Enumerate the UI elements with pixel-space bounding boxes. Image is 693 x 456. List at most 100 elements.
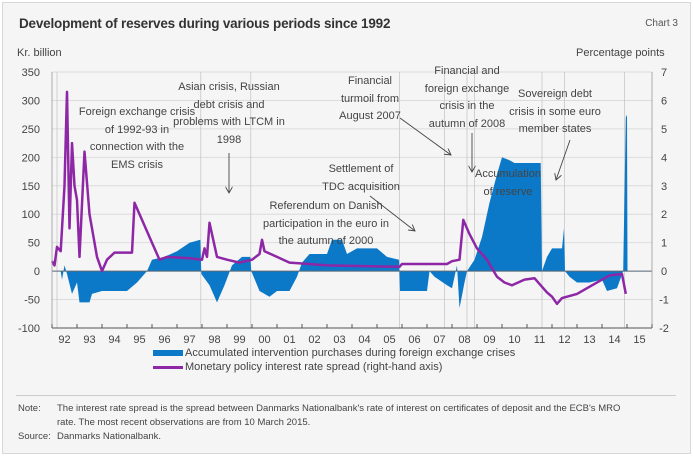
arrow-turmoil-icon bbox=[399, 117, 451, 155]
annotation-ems-crisis: Foreign exchange crisis of 1992-93 in conn… bbox=[79, 104, 195, 174]
x-tick-label: 00 bbox=[258, 334, 270, 346]
left-tick-label: 150 bbox=[22, 181, 40, 193]
right-tick-label: 1 bbox=[661, 238, 667, 250]
legend-label-line: Monetary policy interest rate spread (ri… bbox=[185, 361, 443, 373]
annotation-line: member states bbox=[518, 123, 592, 135]
x-tick-label: 14 bbox=[608, 334, 620, 346]
right-tick-label: 5 bbox=[661, 124, 667, 136]
source-label: Source: bbox=[18, 431, 51, 442]
x-tick-label: 95 bbox=[133, 334, 145, 346]
annotation-line: TDC acquisition bbox=[322, 180, 400, 193]
x-tick-label: 06 bbox=[408, 334, 420, 346]
x-tick-label: 07 bbox=[433, 334, 445, 346]
arrow-sovereign-icon bbox=[556, 139, 571, 180]
legend-swatch-line bbox=[153, 365, 183, 369]
note-label: Note: bbox=[18, 403, 41, 414]
annotation-sovereign-debt: Sovereign debt crisis in some euro member … bbox=[509, 86, 601, 139]
x-tick-label: 92 bbox=[58, 334, 70, 346]
chart-title: Development of reserves during various p… bbox=[19, 16, 391, 31]
annotation-line: crisis in some euro bbox=[509, 105, 601, 118]
left-tick-label: 100 bbox=[22, 209, 40, 221]
x-tick-label: 09 bbox=[483, 334, 495, 346]
arrow-tdc-icon bbox=[369, 195, 415, 231]
x-tick-label: 04 bbox=[358, 334, 370, 346]
annotation-tdc-settlement: Settlement of TDC acquisition bbox=[322, 161, 400, 196]
annotation-line: 1998 bbox=[216, 133, 242, 146]
chart-number: Chart 3 bbox=[645, 18, 678, 29]
x-tick-label: 12 bbox=[558, 334, 570, 346]
x-tick-label: 93 bbox=[83, 334, 95, 346]
annotation-line: foreign exchange bbox=[424, 82, 510, 95]
annotation-line: crisis in the bbox=[439, 100, 495, 112]
annotation-line: the autumn of 2000 bbox=[278, 235, 374, 247]
annotation-line: Financial bbox=[347, 75, 393, 87]
left-tick-label: 300 bbox=[22, 95, 40, 107]
left-tick-label: 350 bbox=[22, 67, 40, 79]
annotation-line: problems with LTCM in bbox=[173, 116, 285, 128]
legend-swatch-area bbox=[153, 350, 183, 356]
x-tick-label: 05 bbox=[383, 334, 395, 346]
annotation-line: turmoil from bbox=[340, 92, 400, 105]
x-tick-label: 94 bbox=[108, 334, 120, 346]
right-tick-label: -1 bbox=[659, 295, 669, 307]
x-tick-label: 98 bbox=[208, 334, 220, 346]
footer-divider bbox=[16, 395, 676, 396]
annotation-financial-turmoil: Financial turmoil from August 2007 bbox=[339, 73, 401, 126]
x-tick-label: 97 bbox=[183, 334, 195, 346]
annotation-accumulation: Accumulation of reserve bbox=[475, 166, 541, 201]
annotation-asian-crisis: Asian crisis, Russian debt crisis and prob… bbox=[173, 79, 285, 149]
legend: Accumulated intervention purchases durin… bbox=[153, 346, 515, 374]
x-tick-label: 08 bbox=[458, 334, 470, 346]
x-tick-label: 10 bbox=[508, 334, 520, 346]
x-tick-label: 01 bbox=[283, 334, 295, 346]
legend-item-line: Monetary policy interest rate spread (ri… bbox=[153, 360, 515, 374]
annotation-line: debt crisis and bbox=[193, 98, 265, 111]
note-text-line-2: rate. The most recent observations are f… bbox=[57, 417, 311, 428]
x-tick-label: 96 bbox=[158, 334, 170, 346]
legend-item-area: Accumulated intervention purchases durin… bbox=[153, 346, 515, 360]
annotation-line: Sovereign debt bbox=[517, 88, 592, 100]
annotation-line: connection with the bbox=[89, 141, 185, 153]
left-axis-label: Kr. billion bbox=[17, 47, 62, 59]
right-axis-label: Percentage points bbox=[576, 47, 665, 59]
x-tick-label: 13 bbox=[583, 334, 595, 346]
note-text-line-1: The interest rate spread is the spread b… bbox=[57, 403, 621, 414]
right-tick-label: 4 bbox=[661, 152, 667, 164]
legend-label-area: Accumulated intervention purchases durin… bbox=[185, 347, 516, 359]
left-tick-label: 50 bbox=[28, 238, 40, 250]
x-tick-label: 02 bbox=[308, 334, 320, 346]
right-tick-label: 0 bbox=[661, 266, 667, 278]
x-tick-label: 99 bbox=[233, 334, 245, 346]
annotation-line: Referendum on Danish bbox=[269, 200, 383, 212]
right-tick-label: 6 bbox=[661, 95, 667, 107]
left-tick-label: 0 bbox=[34, 266, 40, 278]
x-tick-label: 03 bbox=[333, 334, 345, 346]
annotation-referendum: Referendum on Danish participation in the… bbox=[263, 198, 389, 251]
right-tick-label: -2 bbox=[659, 323, 669, 335]
line-interest-rate-spread bbox=[50, 90, 628, 306]
right-tick-label: 7 bbox=[661, 67, 667, 79]
source-text: Danmarks Nationalbank. bbox=[57, 431, 162, 442]
annotation-line: autumn of 2008 bbox=[428, 117, 506, 130]
annotation-line: Accumulation bbox=[474, 168, 542, 180]
annotation-line: of 1992-93 in bbox=[104, 123, 170, 136]
left-tick-label: 250 bbox=[22, 124, 40, 136]
left-tick-label: -100 bbox=[18, 323, 40, 335]
annotation-line: of reserve bbox=[483, 185, 533, 198]
annotation-line: EMS crisis bbox=[111, 158, 163, 171]
left-tick-label: -50 bbox=[24, 295, 40, 307]
annotation-line: participation in the euro in bbox=[263, 217, 389, 230]
right-tick-label: 2 bbox=[661, 209, 667, 221]
right-tick-label: 3 bbox=[661, 181, 667, 193]
annotation-line: Asian crisis, Russian bbox=[178, 81, 280, 93]
annotation-line: August 2007 bbox=[339, 110, 401, 122]
annotation-financial-crisis-2008: Financial and foreign exchange crisis in t… bbox=[425, 63, 509, 133]
annotation-line: Financial and bbox=[434, 65, 500, 77]
x-tick-label: 15 bbox=[633, 334, 645, 346]
x-tick-label: 11 bbox=[534, 334, 545, 346]
left-tick-label: 200 bbox=[22, 152, 40, 164]
annotation-line: Foreign exchange crisis bbox=[78, 106, 196, 118]
annotation-line: Settlement of bbox=[328, 163, 394, 175]
